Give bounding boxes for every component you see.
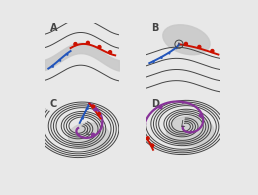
Text: L: L <box>181 120 186 129</box>
Polygon shape <box>191 131 192 132</box>
Polygon shape <box>168 52 170 54</box>
Circle shape <box>94 108 96 111</box>
Circle shape <box>146 137 149 139</box>
Polygon shape <box>51 65 53 67</box>
Text: L: L <box>177 42 181 47</box>
Circle shape <box>159 106 162 109</box>
Circle shape <box>98 113 100 115</box>
Polygon shape <box>78 134 79 136</box>
Circle shape <box>109 51 111 54</box>
Ellipse shape <box>163 25 210 55</box>
Polygon shape <box>160 57 162 58</box>
Polygon shape <box>142 139 143 141</box>
Polygon shape <box>101 122 102 124</box>
Text: B: B <box>151 23 158 33</box>
Circle shape <box>199 114 202 117</box>
Circle shape <box>184 43 188 45</box>
Polygon shape <box>152 61 154 63</box>
Circle shape <box>92 105 95 108</box>
Polygon shape <box>138 148 140 149</box>
Circle shape <box>211 50 214 52</box>
Text: C: C <box>50 99 57 109</box>
Text: D: D <box>151 99 159 109</box>
Polygon shape <box>68 123 110 150</box>
Polygon shape <box>82 117 84 119</box>
Circle shape <box>98 46 101 49</box>
Polygon shape <box>59 59 61 61</box>
Polygon shape <box>144 123 146 124</box>
Polygon shape <box>175 47 177 49</box>
Polygon shape <box>166 116 214 146</box>
Circle shape <box>86 41 89 44</box>
Polygon shape <box>182 102 184 103</box>
Text: A: A <box>50 23 57 33</box>
Circle shape <box>151 144 154 147</box>
Text: L: L <box>85 128 90 137</box>
Circle shape <box>74 43 77 46</box>
Polygon shape <box>66 53 68 55</box>
Polygon shape <box>87 108 88 109</box>
Circle shape <box>198 45 201 48</box>
Circle shape <box>92 133 94 136</box>
